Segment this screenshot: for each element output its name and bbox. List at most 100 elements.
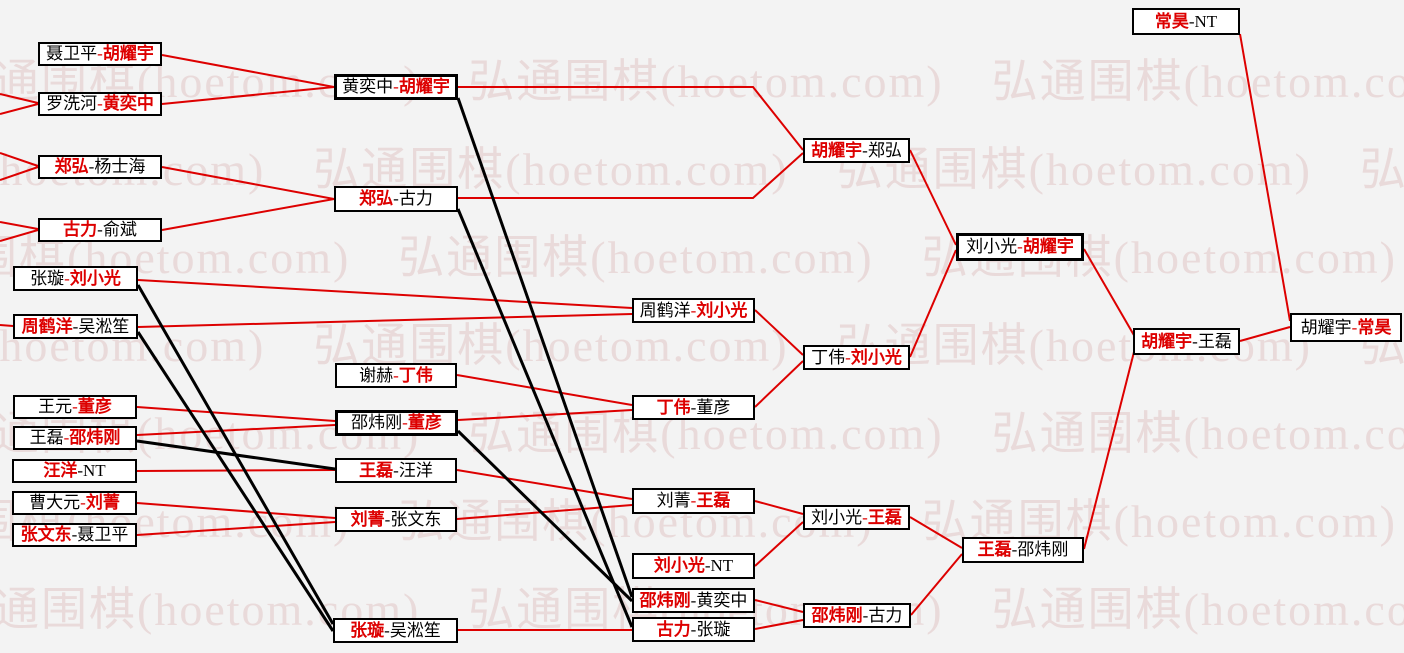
match-box-r1-gu-yu: 古力-俞斌 (38, 218, 162, 242)
player-name-winner: 张文东 (20, 525, 72, 544)
player-name-winner: 邵炜刚 (639, 591, 691, 610)
player-name-loser: 古力 (868, 606, 903, 625)
match-box-r2-zheng-gu: 郑弘-古力 (334, 186, 458, 212)
player-name-winner: 郑弘 (359, 189, 394, 208)
match-box-r1-wanglei-shao: 王磊-邵炜刚 (13, 426, 137, 450)
player-name-loser: 谢赫 (359, 366, 394, 385)
name-separator: - (384, 621, 390, 640)
player-name-winner: 古力 (656, 620, 691, 639)
name-separator: - (97, 94, 103, 113)
name-separator: - (690, 398, 697, 417)
player-name-loser: 董彦 (696, 398, 731, 417)
player-name-winner: 胡耀宇 (1141, 332, 1193, 351)
match-box-r2-wanglei-wang: 王磊-汪洋 (335, 458, 457, 483)
player-name-winner: 丁伟 (398, 366, 433, 385)
match-box-r2-liujing-zhangwd: 刘菁-张文东 (335, 507, 457, 532)
match-box-r5-wanglei-shao: 王磊-邵炜刚 (962, 537, 1084, 563)
player-name-winner: 郑弘 (54, 157, 89, 176)
match-box-r2-huang-hu: 黄奕中-胡耀宇 (334, 74, 458, 100)
player-name-winner: 王磊 (696, 491, 731, 510)
player-name-winner: 胡耀宇 (811, 141, 863, 160)
name-separator: - (393, 366, 399, 385)
player-name-loser: 邵炜刚 (1017, 540, 1069, 559)
player-name-loser: 刘小光 (811, 508, 863, 527)
match-box-r3-ding-dong: 丁伟-董彦 (632, 395, 755, 420)
player-name-loser: 黄奕中 (696, 591, 748, 610)
name-separator: - (704, 556, 711, 575)
match-box-r2-xie-ding: 谢赫-丁伟 (335, 363, 457, 388)
player-name-loser: NT (710, 556, 734, 575)
match-box-r4-shao-gu: 邵炜刚-古力 (803, 603, 911, 628)
match-box-r4-liuxg-wanglei: 刘小光-王磊 (803, 505, 910, 530)
player-name-winner: 邵炜刚 (69, 428, 121, 447)
player-name-loser: 罗洗河 (46, 94, 98, 113)
player-name-loser: 古力 (398, 189, 433, 208)
name-separator: - (80, 493, 86, 512)
match-box-r1-zhang-liu: 张璇-刘小光 (13, 266, 138, 291)
player-name-winner: 董彦 (77, 397, 112, 416)
player-name-winner: 刘菁 (350, 510, 385, 529)
player-name-loser: 张文东 (390, 510, 442, 529)
player-name-loser: 郑弘 (867, 141, 902, 160)
player-name-winner: 王磊 (867, 508, 902, 527)
player-name-loser: 聂卫平 (77, 525, 129, 544)
name-separator: - (845, 348, 851, 367)
name-separator: - (72, 317, 79, 336)
match-box-r6-hu-wanglei: 胡耀宇-王磊 (1133, 328, 1240, 355)
player-name-loser: 刘菁 (656, 491, 691, 510)
player-name-winner: 刘小光 (696, 301, 748, 320)
name-separator: - (690, 620, 697, 639)
player-name-winner: 张璇 (350, 621, 385, 640)
name-separator: - (862, 508, 868, 527)
match-box-r3-shao-huang: 邵炜刚-黄奕中 (632, 588, 755, 613)
name-separator: - (393, 461, 399, 480)
name-separator: - (1351, 318, 1358, 337)
player-name-winner: 王磊 (977, 540, 1012, 559)
player-name-loser: NT (83, 461, 106, 480)
player-name-winner: 黄奕中 (102, 94, 154, 113)
match-box-r5-liuxg-hu: 刘小光-胡耀宇 (956, 233, 1084, 261)
match-box-r6-chang-nt: 常昊-NT (1132, 8, 1240, 35)
player-name-loser: 曹大元 (29, 493, 81, 512)
name-separator: - (402, 413, 408, 432)
match-box-final-hu-chang: 胡耀宇-常昊 (1290, 313, 1402, 342)
name-separator: - (71, 525, 78, 544)
player-name-loser: 聂卫平 (46, 44, 98, 63)
player-name-winner: 董彦 (407, 413, 442, 432)
name-separator: - (690, 491, 697, 510)
name-separator: - (1011, 540, 1018, 559)
match-box-r1-nie-hu: 聂卫平-胡耀宇 (38, 42, 162, 66)
match-box-r1-wangyuan-dong: 王元-董彦 (13, 395, 137, 419)
name-separator: - (97, 220, 103, 239)
player-name-winner: 汪洋 (43, 461, 78, 480)
name-separator: - (97, 44, 103, 63)
player-name-loser: 周鹤洋 (639, 301, 691, 320)
player-name-winner: 刘小光 (69, 269, 121, 288)
player-name-loser: 吴淞笙 (78, 317, 130, 336)
match-box-r3-zhou-liu: 周鹤洋-刘小光 (632, 298, 755, 323)
player-name-winner: 胡耀宇 (398, 77, 450, 96)
player-name-loser: 黄奕中 (342, 77, 394, 96)
name-separator: - (690, 591, 697, 610)
name-separator: - (72, 397, 78, 416)
player-name-winner: 刘小光 (653, 556, 705, 575)
player-name-winner: 王磊 (359, 461, 394, 480)
player-name-winner: 刘菁 (85, 493, 120, 512)
player-name-loser: 汪洋 (398, 461, 433, 480)
player-name-loser: 邵炜刚 (351, 413, 403, 432)
name-separator: - (64, 269, 70, 288)
player-name-winner: 丁伟 (656, 398, 691, 417)
player-name-winner: 邵炜刚 (811, 606, 863, 625)
name-separator: - (393, 77, 399, 96)
player-name-winner: 刘小光 (850, 348, 902, 367)
name-separator: - (1188, 12, 1195, 31)
player-name-winner: 周鹤洋 (21, 317, 73, 336)
name-separator: - (393, 189, 399, 208)
match-box-r3-liuxg-nt: 刘小光-NT (632, 553, 755, 579)
player-name-loser: 王磊 (1197, 332, 1232, 351)
player-name-loser: 丁伟 (811, 348, 846, 367)
match-box-r2-zhangx-wu: 张璇-吴淞笙 (333, 618, 458, 643)
name-separator: - (690, 301, 697, 320)
player-name-loser: 张璇 (30, 269, 65, 288)
watermark-text: 弘通围棋(hoetom.com) 弘通围棋(hoetom.com) 弘通围棋(h… (0, 56, 1404, 107)
